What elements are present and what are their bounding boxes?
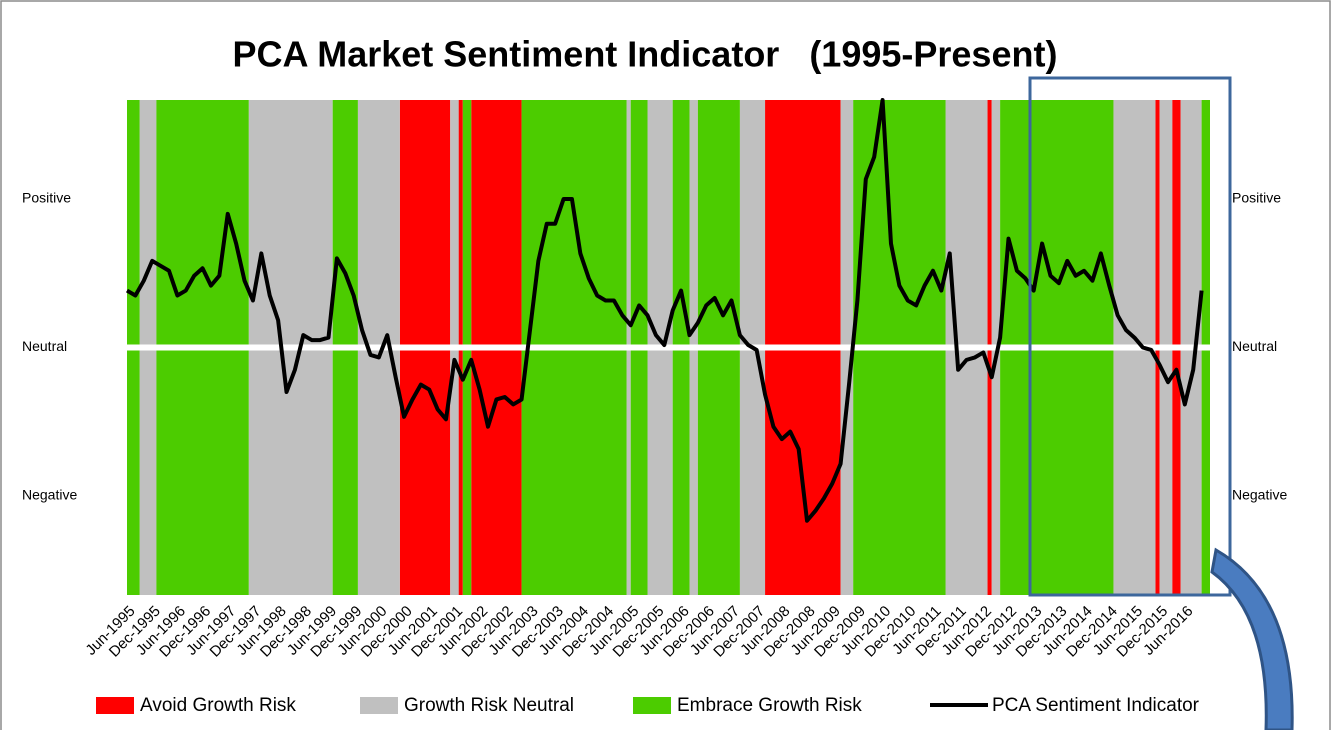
sentiment-line	[125, 98, 1204, 523]
y2-tick-label: Positive	[1232, 190, 1281, 206]
y-tick-label: Negative	[22, 487, 77, 503]
legend-swatch	[96, 697, 134, 714]
chart-title: PCA Market Sentiment Indicator (1995-Pre…	[233, 34, 1058, 75]
legend-label: Embrace Growth Risk	[677, 695, 862, 716]
arrow	[1210, 547, 1294, 730]
y-tick-label: Positive	[22, 190, 71, 206]
legend: Avoid Growth Risk Growth Risk Neutral Embr…	[96, 695, 1200, 716]
legend-swatch	[633, 697, 671, 714]
y2-tick-label: Neutral	[1232, 338, 1277, 354]
legend-label: Growth Risk Neutral	[404, 695, 574, 716]
y2-tick-label: Negative	[1232, 487, 1287, 503]
highlight-box	[1028, 76, 1232, 597]
legend-swatch	[360, 697, 398, 714]
y-tick-label: Neutral	[22, 338, 67, 354]
legend-label: Avoid Growth Risk	[140, 695, 296, 716]
lines	[125, 98, 1204, 523]
legend-label: PCA Sentiment Indicator	[992, 695, 1200, 716]
